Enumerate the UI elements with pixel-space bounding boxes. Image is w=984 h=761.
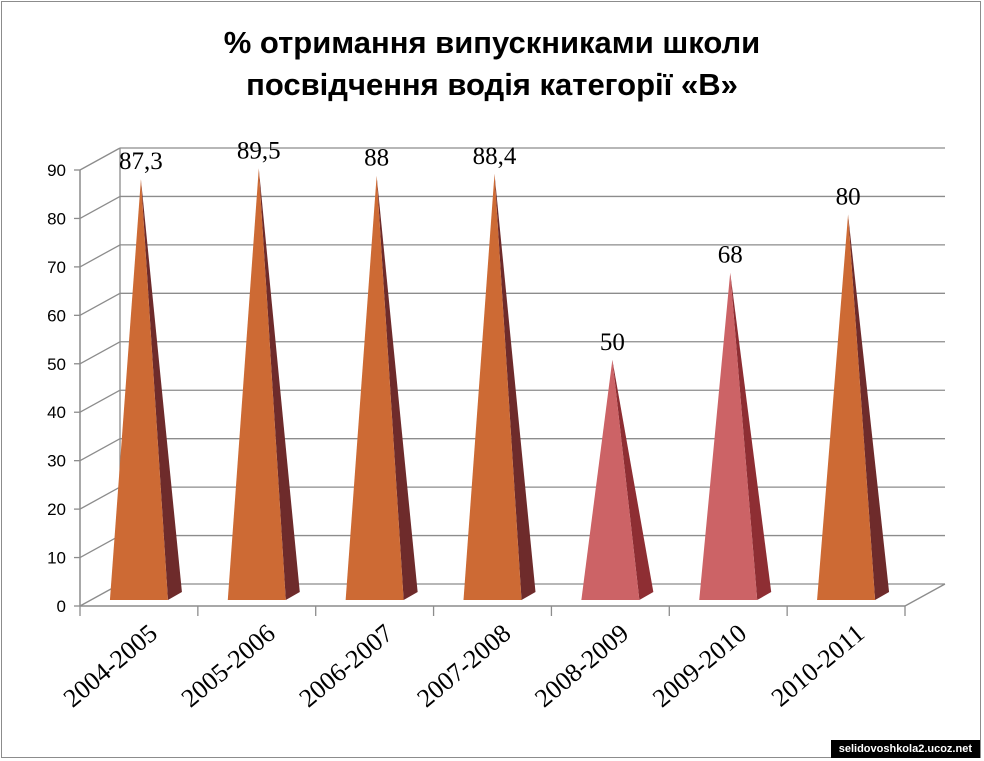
x-tick-label: 2010-2011 (766, 618, 870, 712)
bar-2007-2008 (463, 173, 522, 601)
bar-2010-2011 (817, 214, 876, 600)
bar-2005-2006 (227, 168, 286, 600)
x-tick-label: 2006-2007 (294, 618, 399, 713)
y-tick-label: 60 (47, 306, 66, 325)
grid-diagonal (79, 292, 121, 316)
x-tick-label: 2008-2009 (529, 618, 634, 713)
y-tick-label: 70 (47, 258, 66, 277)
y-tick-label: 50 (47, 355, 66, 374)
y-tick-label: 20 (47, 500, 66, 519)
grid-diagonal (79, 244, 121, 268)
grid-diagonal (79, 534, 121, 559)
data-label: 50 (600, 329, 625, 356)
bar-2008-2009 (581, 359, 640, 600)
y-tick-label: 40 (47, 403, 66, 422)
chart-title: % отримання випускниками школи посвідчен… (0, 22, 984, 106)
y-tick-label: 80 (47, 209, 66, 228)
bar-side-2009-2010 (730, 272, 772, 600)
grid-diagonal (79, 438, 121, 462)
data-label: 68 (718, 242, 743, 269)
bar-side-2005-2006 (258, 168, 300, 600)
x-tick-label: 2009-2010 (647, 618, 752, 713)
grid-diagonal (79, 195, 121, 220)
bar-2004-2005 (109, 179, 168, 600)
data-label: 88,4 (473, 143, 517, 170)
bar-2006-2007 (345, 175, 404, 600)
bar-side-2004-2005 (140, 179, 182, 600)
data-label: 89,5 (237, 137, 281, 164)
y-tick-label: 10 (47, 549, 66, 568)
bar-side-2007-2008 (494, 173, 536, 601)
data-label: 88 (364, 145, 389, 172)
grid-diagonal (79, 389, 121, 413)
bar-2009-2010 (699, 272, 758, 600)
bars (109, 168, 890, 601)
bar-side-2008-2009 (612, 359, 654, 600)
chart-title-line-1: % отримання випускниками школи (223, 25, 761, 60)
grid-diagonal (79, 486, 121, 510)
x-tick-label: 2007-2008 (411, 618, 516, 713)
y-tick-label: 0 (57, 597, 66, 616)
x-tick-label: 2004-2005 (58, 618, 163, 713)
x-tick-label: 2005-2006 (176, 618, 281, 713)
floor-right-edge (904, 583, 946, 607)
bar-side-2006-2007 (376, 175, 418, 600)
bar-side-2010-2011 (848, 214, 890, 600)
data-label: 87,3 (119, 148, 163, 175)
watermark: selidovoshkola2.ucoz.net (830, 740, 980, 758)
data-labels: 87,3 89,5 88 88,4 50 68 80 (119, 137, 861, 355)
y-tick-label: 90 (47, 161, 66, 180)
chart-title-line-2: посвідчення водія категорії «В» (246, 67, 738, 102)
grid-diagonal (79, 147, 121, 171)
data-label: 80 (836, 183, 861, 210)
grid-diagonal (79, 341, 121, 365)
y-tick-label: 30 (47, 452, 66, 471)
